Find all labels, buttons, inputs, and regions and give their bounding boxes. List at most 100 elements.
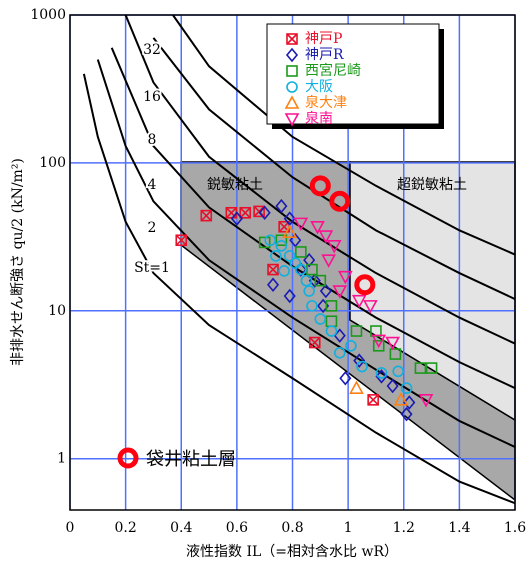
region-label: 超鋭敏粘土: [397, 177, 467, 193]
x-tick-label: 1.2: [393, 520, 415, 536]
point: [278, 265, 290, 277]
point: [367, 394, 379, 406]
x-tick-label: 0.4: [170, 520, 192, 536]
point: [389, 348, 402, 360]
point: [284, 113, 300, 127]
curve-label: 32: [143, 42, 161, 58]
st-curve: [172, 15, 515, 256]
x-axis-label: 液性指数 IL（=相対含水比 wR）: [186, 544, 398, 560]
point: [175, 234, 188, 247]
point: [349, 380, 364, 394]
point: [393, 392, 409, 406]
point: [414, 362, 427, 374]
point: [266, 277, 280, 293]
highlight-legend-marker: [117, 447, 139, 469]
point: [400, 382, 413, 394]
highlight-point: [309, 175, 331, 197]
highlight-legend-label: 袋井粘土層: [146, 449, 236, 470]
point: [275, 240, 288, 252]
point: [230, 211, 243, 226]
point: [258, 236, 271, 249]
point: [275, 198, 288, 214]
point-box: [372, 339, 385, 352]
point: [319, 283, 332, 299]
point-cross: [253, 205, 265, 217]
x-tick-label: 0.2: [114, 520, 136, 536]
point: [310, 220, 325, 235]
legend-label: 神戸R: [305, 47, 344, 63]
st-curve: [82, 73, 515, 505]
point: [353, 353, 366, 368]
point-box: [425, 362, 438, 374]
point: [326, 240, 342, 254]
point: [371, 334, 387, 349]
point: [286, 65, 298, 77]
point: [283, 250, 296, 262]
curve-label: St=1: [134, 260, 170, 276]
point-box: [295, 246, 307, 258]
point: [300, 274, 313, 287]
point: [200, 209, 213, 222]
point: [321, 254, 337, 268]
point-box: [314, 274, 327, 287]
point: [337, 270, 353, 285]
point: [314, 274, 327, 287]
point-box: [350, 325, 363, 337]
point: [325, 325, 338, 337]
point: [275, 234, 288, 247]
point: [400, 406, 413, 422]
point-cross: [239, 207, 251, 219]
x-tick-label: 0: [66, 520, 75, 536]
point-cross: [267, 264, 279, 276]
plot-frame: [69, 14, 516, 511]
point: [351, 294, 367, 309]
point: [306, 263, 318, 276]
point-box: [308, 336, 321, 349]
point-box: [306, 263, 318, 276]
point: [385, 336, 400, 351]
point: [332, 285, 348, 299]
point: [286, 33, 298, 45]
point: [318, 230, 334, 244]
point: [392, 365, 404, 378]
curve-label: 4: [148, 177, 157, 193]
point-box: [258, 236, 271, 249]
x-tick-label: 1.4: [448, 520, 470, 536]
y-tick-label: 100: [39, 155, 66, 171]
point: [239, 206, 252, 219]
point: [253, 205, 265, 218]
point: [425, 362, 438, 374]
legend-label: 泉南: [305, 110, 333, 127]
point: [308, 336, 321, 349]
point-box: [239, 206, 252, 219]
legend-label: 神戸P: [305, 31, 342, 47]
point: [295, 246, 307, 258]
point: [386, 378, 399, 394]
point: [345, 339, 357, 352]
point-box: [200, 209, 213, 222]
point: [286, 81, 298, 93]
point-box: [175, 234, 188, 247]
st-curve: [96, 59, 515, 448]
point: [295, 263, 307, 276]
st-curve: [110, 47, 515, 390]
x-tick-label: 1.6: [504, 520, 526, 536]
point: [375, 367, 388, 379]
x-tick-label: 0.8: [281, 520, 303, 536]
y-axis-label: 非排水せん断強さ qu/2 (kN/m²): [10, 158, 26, 366]
point: [403, 395, 416, 410]
point: [293, 217, 309, 232]
point: [258, 205, 271, 221]
point: [267, 263, 279, 276]
highlight-point: [329, 190, 351, 212]
point: [303, 285, 315, 297]
point: [314, 313, 327, 325]
point: [284, 95, 300, 109]
point: [306, 300, 318, 312]
y-tick-label: 1: [57, 451, 66, 467]
point-cross: [286, 33, 298, 45]
point-box: [275, 234, 288, 247]
point-cross: [367, 394, 379, 406]
point: [325, 300, 338, 312]
region-label: 鋭敏粘土: [207, 177, 263, 193]
